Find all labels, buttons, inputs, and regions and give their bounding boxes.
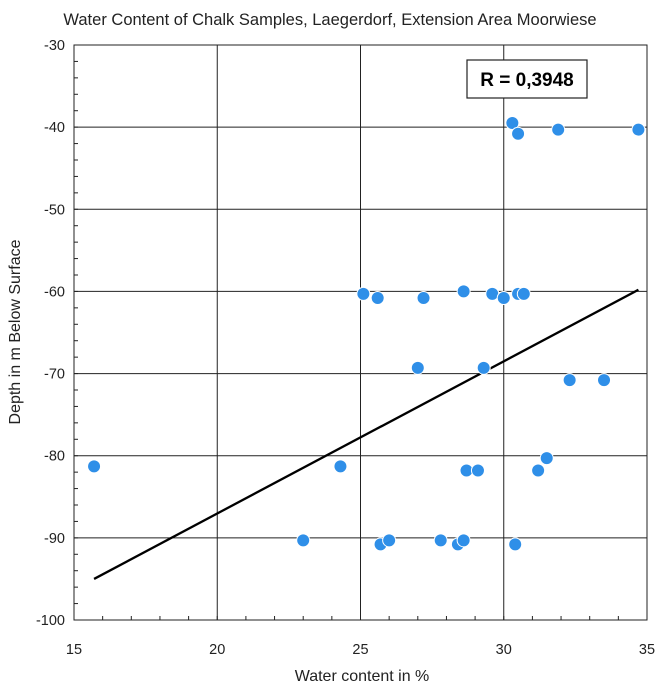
data-point bbox=[631, 122, 646, 137]
data-point bbox=[356, 286, 371, 301]
r-annotation-text: R = 0,3948 bbox=[480, 70, 574, 91]
data-point bbox=[370, 291, 385, 305]
data-point bbox=[539, 451, 554, 466]
data-point bbox=[410, 360, 425, 375]
data-point bbox=[597, 373, 612, 388]
y-tick-label: -40 bbox=[44, 120, 65, 136]
chart-title: Water Content of Chalk Samples, Laegerdo… bbox=[63, 11, 596, 29]
data-point bbox=[511, 126, 526, 141]
plot-frame bbox=[73, 44, 648, 621]
data-point bbox=[87, 459, 102, 474]
y-tick-label: -50 bbox=[44, 202, 65, 218]
y-tick-label: -90 bbox=[44, 531, 65, 547]
data-point bbox=[505, 116, 520, 131]
y-tick-label: -70 bbox=[44, 367, 65, 383]
x-axis-label: Water content in % bbox=[295, 668, 430, 685]
x-tick-label: 35 bbox=[639, 642, 655, 658]
data-point bbox=[382, 533, 397, 548]
data-point bbox=[496, 291, 511, 305]
data-point bbox=[416, 291, 431, 305]
data-point bbox=[456, 284, 471, 299]
x-tick-label: 30 bbox=[496, 642, 512, 658]
data-point bbox=[531, 463, 546, 478]
r-annotation-box bbox=[466, 59, 588, 99]
x-tick-label: 25 bbox=[352, 642, 368, 658]
y-tick-label: -30 bbox=[44, 38, 65, 54]
data-point bbox=[296, 533, 311, 548]
data-point bbox=[333, 459, 348, 474]
x-tick-label: 20 bbox=[209, 642, 225, 658]
data-point bbox=[476, 360, 491, 375]
data-points bbox=[87, 116, 646, 552]
data-point bbox=[516, 286, 531, 301]
x-tick-label: 15 bbox=[66, 642, 82, 658]
data-point bbox=[456, 533, 471, 548]
data-point bbox=[562, 373, 577, 388]
y-tick-labels: -100 -90 -80 -70 -60 -50 -40 -30 bbox=[36, 38, 65, 629]
trendline bbox=[93, 288, 639, 580]
y-axis-label: Depth in m Below Surface bbox=[7, 239, 24, 424]
y-tick-label: -100 bbox=[36, 613, 65, 629]
y-tick-label: -80 bbox=[44, 449, 65, 465]
y-tick-label: -60 bbox=[44, 284, 65, 300]
r-annotation: R = 0,3948 bbox=[466, 59, 588, 99]
data-point bbox=[551, 122, 566, 137]
data-point bbox=[508, 537, 523, 552]
data-point bbox=[433, 533, 448, 548]
x-tick-labels: 15 20 25 30 35 bbox=[66, 642, 655, 658]
data-point bbox=[470, 463, 485, 478]
